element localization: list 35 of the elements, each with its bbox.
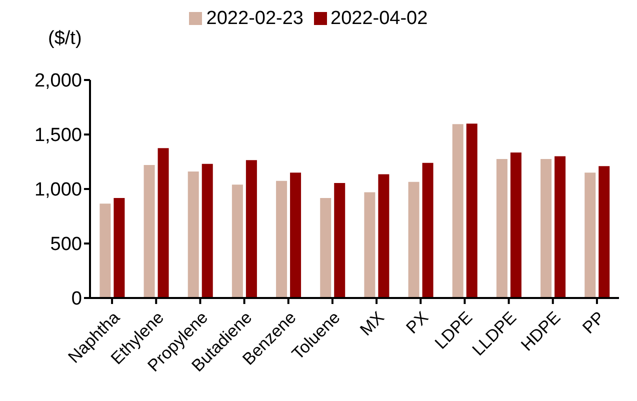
y-tick-label: 0 — [71, 288, 82, 310]
bar — [232, 184, 243, 298]
bar — [158, 148, 169, 298]
bar — [598, 166, 610, 298]
bar — [188, 172, 199, 298]
bar — [246, 160, 257, 298]
bar — [422, 162, 434, 298]
bar — [320, 198, 332, 298]
x-tick-label: PX — [402, 308, 432, 338]
bar — [466, 124, 478, 298]
bar — [496, 159, 508, 298]
bar — [290, 172, 302, 298]
bar — [276, 180, 288, 298]
y-tick-label: 1,000 — [34, 180, 82, 201]
bar — [202, 164, 213, 298]
x-tick-label: PP — [578, 308, 608, 338]
x-tick-label: MX — [356, 308, 388, 340]
bar — [114, 198, 125, 298]
bar — [378, 174, 390, 298]
legend-label: 2022-02-23 — [206, 8, 304, 29]
bar — [452, 124, 464, 298]
y-tick-label: 1,500 — [34, 125, 82, 146]
y-tick-label: 2,000 — [34, 70, 82, 92]
bar — [540, 159, 552, 298]
bar — [100, 204, 111, 298]
bar — [584, 172, 596, 298]
y-tick-label: 500 — [50, 234, 82, 256]
bar — [144, 165, 155, 298]
legend-label: 2022-04-02 — [330, 8, 428, 29]
bar — [510, 152, 522, 298]
bar — [554, 156, 566, 298]
y-axis-title: ($/t) — [48, 28, 82, 50]
bar — [408, 182, 420, 298]
bar — [364, 192, 376, 298]
bar — [334, 183, 346, 298]
